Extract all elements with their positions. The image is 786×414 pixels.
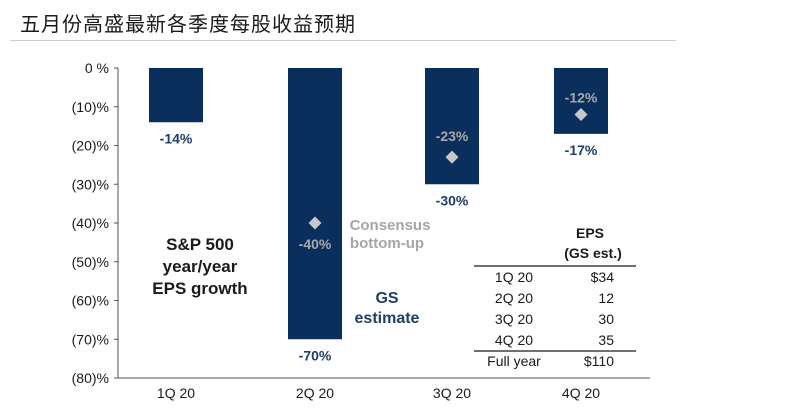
bar-value-label: -14%	[160, 130, 193, 146]
x-tick-label: 3Q 20	[433, 385, 471, 401]
x-axis: 1Q 20 2Q 20 3Q 20 4Q 20	[118, 377, 650, 401]
eps-table-header: EPS	[576, 225, 604, 241]
bar-value-label: -70%	[299, 347, 332, 363]
eps-table-quarter: 2Q 20	[495, 290, 533, 306]
eps-table-quarter: 1Q 20	[495, 269, 533, 285]
y-axis: 0 % (10)% (20)% (30)% (40)% (50)% (60)% (70)% (8…	[72, 60, 119, 386]
x-tick-label: 2Q 20	[296, 385, 334, 401]
page-title: 五月份高盛最新各季度每股收益预期	[20, 12, 356, 36]
annotation-main-line: year/year	[163, 257, 238, 276]
consensus-value-label: -40%	[299, 236, 332, 252]
eps-table-total-value: $110	[584, 353, 614, 369]
consensus-value-label: -12%	[565, 90, 598, 106]
y-tick-label: (80)%	[72, 370, 109, 386]
y-tick-label: (30)%	[72, 176, 109, 192]
y-tick-label: (70)%	[72, 331, 109, 347]
title-divider	[10, 40, 676, 41]
x-tick-label: 4Q 20	[562, 385, 600, 401]
x-tick-label: 1Q 20	[157, 385, 195, 401]
y-tick-label: 0 %	[85, 60, 109, 76]
eps-table-header: (GS est.)	[564, 245, 622, 261]
bar-gs-estimate	[288, 68, 342, 340]
annotations: S&P 500 year/year EPS growth GS estimate…	[152, 217, 430, 327]
bar-value-label: -30%	[436, 192, 469, 208]
y-tick-label: (10)%	[72, 99, 109, 115]
eps-table-quarter: 4Q 20	[495, 332, 533, 348]
eps-table: EPS (GS est.) 1Q 20 $34 2Q 20 12 3Q 20 3…	[474, 225, 636, 369]
eps-table-value: 35	[598, 332, 614, 348]
y-tick-label: (40)%	[72, 215, 109, 231]
consensus-marker	[445, 150, 459, 164]
annotation-consensus-line: Consensus	[350, 217, 431, 234]
bars: -14% -70% -30% -17% -40% -23% -12%	[149, 68, 608, 363]
eps-table-value: 12	[598, 290, 614, 306]
eps-table-value: 30	[598, 311, 614, 327]
eps-table-value: $34	[591, 269, 615, 285]
annotation-gs-line: GS	[375, 290, 398, 307]
bar-gs-estimate	[425, 68, 479, 185]
eps-table-quarter: 3Q 20	[495, 311, 533, 327]
consensus-marker	[574, 108, 588, 121]
annotation-main-line: EPS growth	[152, 279, 247, 298]
y-tick-label: (60)%	[72, 293, 109, 309]
bar-gs-estimate	[149, 68, 203, 123]
annotation-gs-line: estimate	[355, 310, 420, 327]
y-tick-label: (20)%	[72, 138, 109, 154]
eps-table-total-label: Full year	[487, 353, 541, 369]
y-tick-label: (50)%	[72, 254, 109, 270]
consensus-value-label: -23%	[436, 128, 469, 144]
consensus-marker	[308, 216, 322, 230]
bar-value-label: -17%	[565, 142, 598, 158]
annotation-main-line: S&P 500	[166, 235, 234, 254]
bar-gs-estimate	[554, 68, 608, 134]
annotation-consensus-line: bottom-up	[350, 235, 424, 252]
